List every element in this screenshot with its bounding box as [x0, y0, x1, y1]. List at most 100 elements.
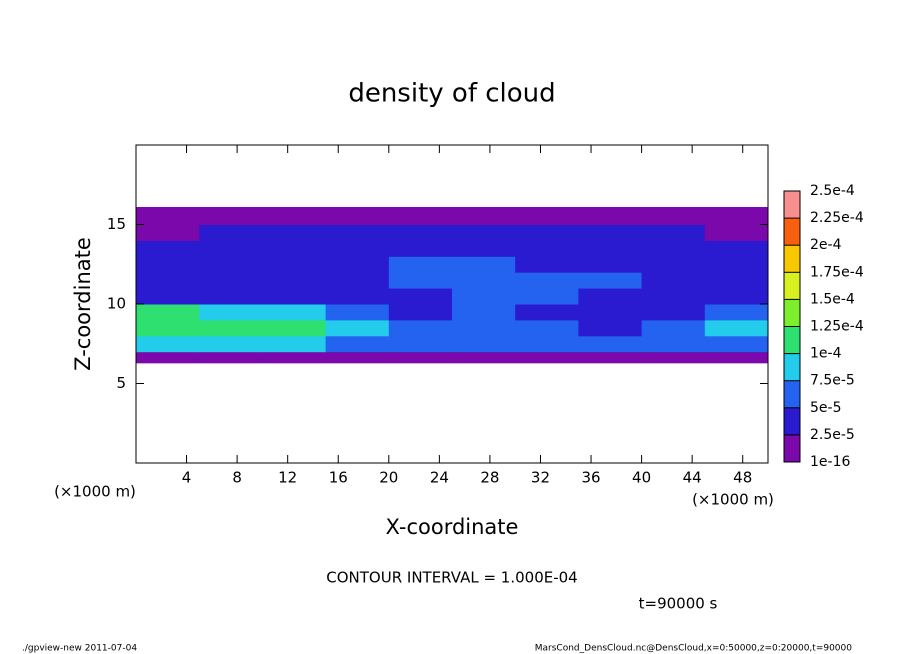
colorbar-label: 1e-16: [810, 454, 850, 470]
field-cell: [262, 288, 327, 305]
field-cell: [515, 335, 579, 353]
x-axis-label: X-coordinate: [386, 515, 519, 539]
colorbar-segment: [784, 218, 800, 246]
field-cell: [262, 351, 327, 364]
field-cell: [578, 207, 643, 225]
colorbar-label: 2e-4: [810, 237, 842, 253]
colorbar-label: 2.25e-4: [810, 210, 864, 226]
x-tick-label: 40: [632, 469, 651, 487]
field-cell: [578, 319, 643, 337]
colorbar-segment: [784, 380, 800, 408]
field-cell: [262, 224, 327, 241]
field-cell: [199, 224, 263, 241]
field-cell: [136, 351, 200, 364]
field-cell: [515, 319, 579, 337]
field-cell: [262, 335, 327, 353]
y-tick-label: 15: [107, 215, 126, 233]
colorbar-segment: [784, 299, 800, 327]
field-cell: [452, 304, 516, 321]
colorbar-label: 1.25e-4: [810, 319, 864, 335]
field-cell: [199, 207, 263, 225]
field-cell: [325, 351, 390, 364]
field-cell: [325, 272, 390, 289]
field-cell: [325, 288, 390, 305]
colorbar-segment: [784, 353, 800, 381]
colorbar-label: 1e-4: [810, 346, 842, 362]
field-cell: [262, 319, 327, 337]
colorbar-segment: [784, 434, 800, 462]
field-cell: [262, 240, 327, 257]
field-cell: [704, 319, 769, 337]
field-cell: [136, 288, 200, 305]
field-cell: [578, 224, 643, 241]
field-cell: [515, 240, 579, 257]
field-cell: [578, 304, 643, 321]
field-cell: [641, 304, 706, 321]
field-cell: [704, 256, 769, 273]
x-tick-label: 20: [379, 469, 398, 487]
field-cell: [515, 304, 579, 321]
field-cell: [641, 335, 706, 353]
colorbar-label: 2.5e-4: [810, 183, 855, 199]
field-cell: [388, 351, 453, 364]
field-cell: [515, 288, 579, 305]
field-cell: [388, 240, 453, 257]
time-note: t=90000 s: [639, 595, 718, 613]
field-cell: [704, 335, 769, 353]
x-tick-label: 32: [531, 469, 550, 487]
colorbar-label: 7.5e-5: [810, 373, 855, 389]
field-cell: [388, 256, 453, 273]
field-cell: [262, 304, 327, 321]
field-cell: [515, 256, 579, 273]
field-cell: [325, 224, 390, 241]
field-cell: [136, 240, 200, 257]
field-cell: [388, 304, 453, 321]
field-cell: [136, 256, 200, 273]
field-cell: [136, 319, 200, 337]
field-cell: [578, 351, 643, 364]
field-cell: [704, 288, 769, 305]
field-cell: [578, 288, 643, 305]
footer-right: MarsCond_DensCloud.nc@DensCloud,x=0:5000…: [535, 644, 852, 654]
field-cell: [641, 224, 706, 241]
field-cell: [704, 207, 769, 225]
field-cell: [325, 319, 390, 337]
field-cell: [325, 304, 390, 321]
x-unit-label: (×1000 m): [54, 483, 136, 501]
field-cell: [199, 304, 263, 321]
x-tick-label: 28: [480, 469, 499, 487]
field-cell: [388, 335, 453, 353]
contour-note: CONTOUR INTERVAL = 1.000E-04: [326, 569, 577, 587]
field-cell: [452, 256, 516, 273]
field-cell: [199, 319, 263, 337]
field-cell: [136, 335, 200, 353]
field-cell: [199, 256, 263, 273]
field-cell: [452, 288, 516, 305]
field-cell: [136, 207, 200, 225]
field-cell: [452, 207, 516, 225]
field-cell: [262, 272, 327, 289]
field-cell: [325, 256, 390, 273]
x-tick-label: 16: [329, 469, 348, 487]
field-cell: [136, 272, 200, 289]
field-cell: [325, 335, 390, 353]
field-cell: [578, 272, 643, 289]
x-tick-label: 48: [733, 469, 752, 487]
field-cell: [515, 207, 579, 225]
field-cell: [578, 335, 643, 353]
field-cell: [641, 288, 706, 305]
field-cell: [136, 224, 200, 241]
y-tick-label: 10: [107, 295, 126, 313]
field-cell: [452, 335, 516, 353]
x-tick-label: 12: [278, 469, 297, 487]
field-cell: [704, 224, 769, 241]
field-cell: [578, 240, 643, 257]
colorbar-segment: [784, 326, 800, 354]
field-cell: [388, 207, 453, 225]
field-cell: [704, 272, 769, 289]
y-tick-label: 5: [116, 374, 126, 392]
colorbar-segment: [784, 245, 800, 273]
field-cell: [704, 240, 769, 257]
field-cell: [199, 335, 263, 353]
